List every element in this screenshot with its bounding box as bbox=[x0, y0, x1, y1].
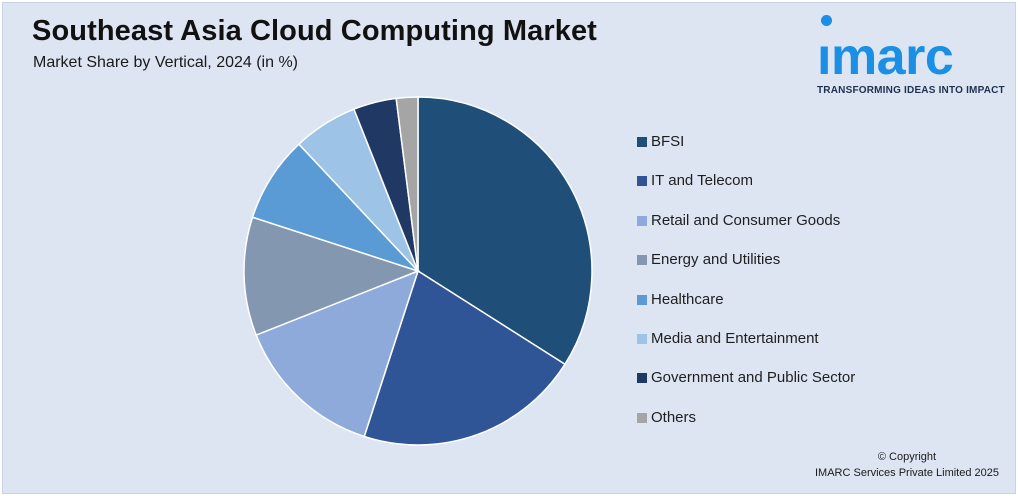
legend-label: Healthcare bbox=[651, 290, 724, 308]
legend-label: Retail and Consumer Goods bbox=[651, 211, 841, 229]
legend-item: BFSI bbox=[637, 133, 855, 172]
legend-swatch bbox=[637, 255, 647, 266]
pie-chart bbox=[243, 96, 593, 446]
legend-label: Government and Public Sector bbox=[651, 369, 856, 387]
page-title: Southeast Asia Cloud Computing Market bbox=[32, 15, 597, 47]
legend-item: Government and Public Sector bbox=[637, 369, 855, 408]
imarc-logo: ımarc TRANSFORMING IDEAS INTO IMPACT bbox=[815, 15, 1011, 99]
legend-swatch bbox=[637, 373, 647, 384]
pie-slice-bfsi bbox=[417, 96, 593, 366]
legend-item: IT and Telecom bbox=[637, 172, 855, 211]
copyright-line-2: IMARC Services Private Limited 2025 bbox=[814, 467, 999, 479]
legend-swatch bbox=[637, 137, 647, 147]
copyright-line-1: © Copyright bbox=[877, 451, 937, 463]
legend-swatch bbox=[637, 333, 647, 344]
chart-legend: BFSI IT and Telecom Retail and Consumer Go… bbox=[637, 133, 855, 448]
chart-subtitle: Market Share by Vertical, 2024 (in %) bbox=[33, 54, 299, 71]
legend-item: Others bbox=[637, 409, 855, 448]
pie-slice-it-and-telecom bbox=[363, 269, 566, 446]
legend-label: Energy and Utilities bbox=[651, 251, 781, 269]
pie-slice-others bbox=[395, 96, 419, 272]
logo-wordmark: ımarc bbox=[817, 28, 954, 86]
legend-swatch bbox=[637, 294, 647, 305]
copyright-notice: © Copyright IMARC Services Private Limit… bbox=[815, 449, 999, 481]
logo-tagline: TRANSFORMING IDEAS INTO IMPACT bbox=[817, 85, 1005, 96]
pie-slice-energy-and-utilities bbox=[243, 216, 421, 337]
legend-item: Media and Entertainment bbox=[637, 330, 855, 369]
legend-item: Healthcare bbox=[637, 291, 855, 330]
logo-dot-icon bbox=[821, 15, 832, 26]
legend-swatch bbox=[637, 412, 647, 423]
legend-label: Others bbox=[651, 408, 697, 426]
legend-item: Retail and Consumer Goods bbox=[637, 212, 855, 251]
legend-swatch bbox=[637, 176, 647, 187]
pie-slice-retail-and-consumer-goods bbox=[255, 269, 420, 438]
legend-label: BFSI bbox=[651, 133, 685, 150]
legend-swatch bbox=[637, 215, 647, 226]
legend-item: Energy and Utilities bbox=[637, 251, 855, 290]
legend-label: IT and Telecom bbox=[651, 172, 754, 190]
legend-label: Media and Entertainment bbox=[651, 329, 819, 347]
